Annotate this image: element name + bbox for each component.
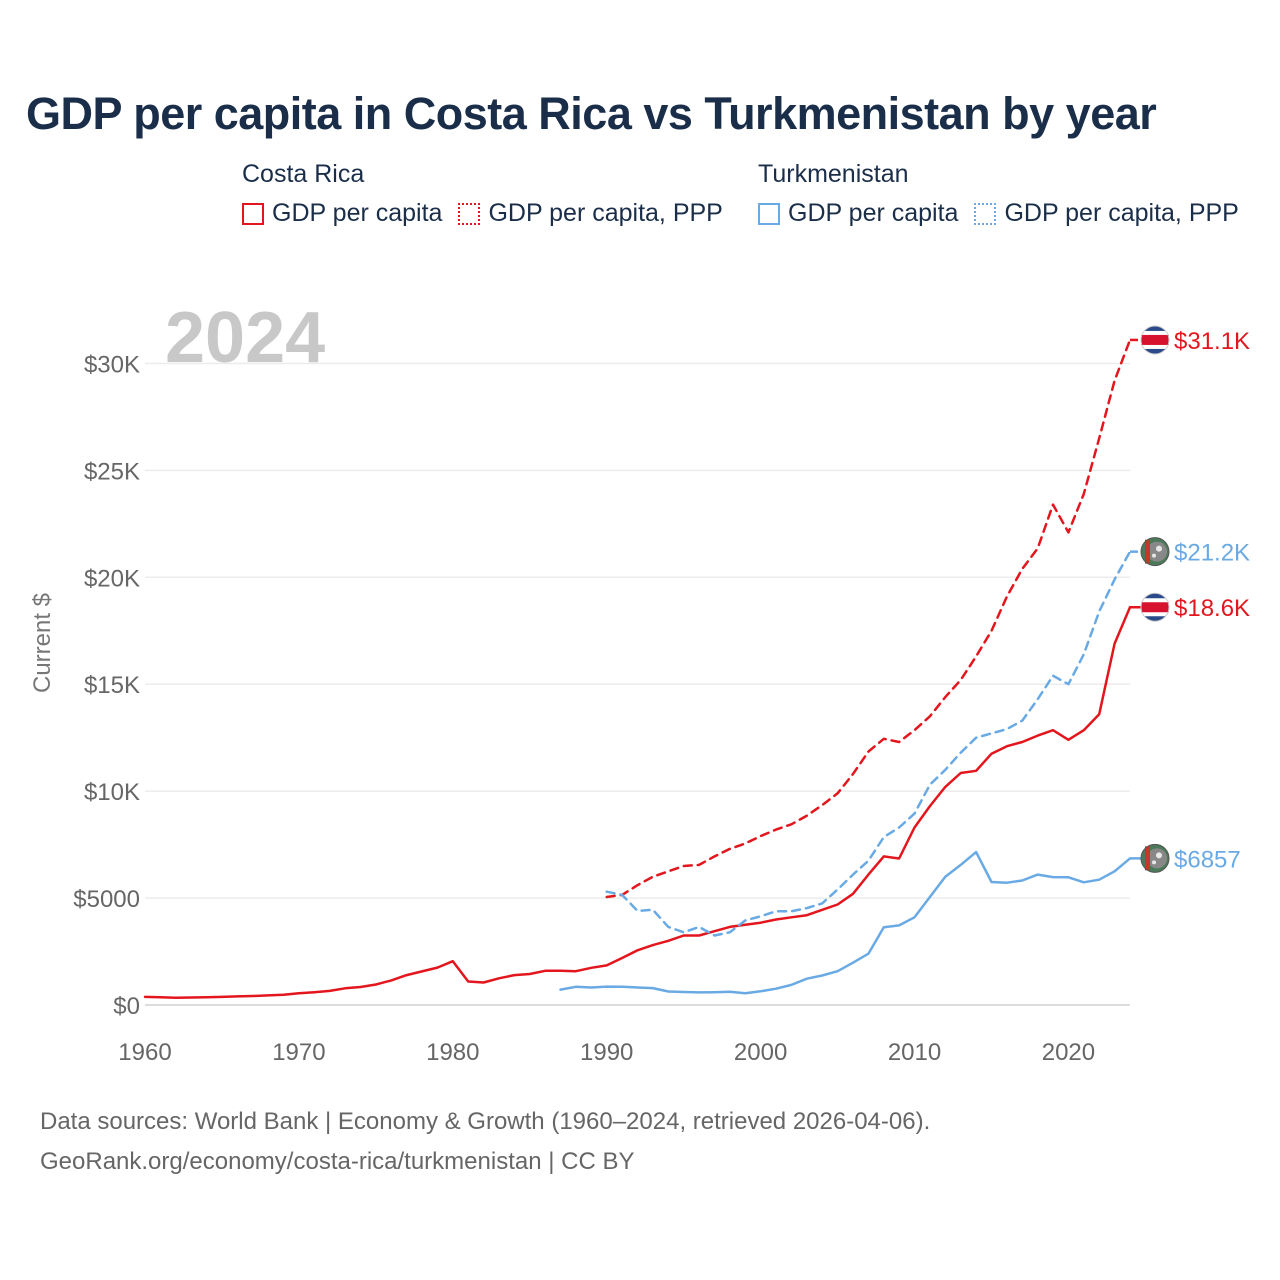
series-layer: [143, 338, 1141, 999]
end-value-label: $6857: [1174, 846, 1241, 873]
y-axis-label: Current $: [29, 593, 56, 693]
x-tick-label: 2000: [734, 1039, 787, 1066]
legend-item-costa-rica-gdp-ppp[interactable]: GDP per capita, PPP: [458, 199, 723, 228]
legend-item-turkmenistan-gdp[interactable]: GDP per capita: [758, 199, 958, 228]
legend-label: GDP per capita: [272, 199, 443, 227]
legend-group-title: Costa Rica: [242, 160, 365, 188]
legend-swatch-solid-red: [242, 202, 264, 225]
y-tick-label: $20K: [84, 565, 140, 592]
x-tick-label: 1980: [426, 1039, 479, 1066]
legend-item-costa-rica-gdp[interactable]: GDP per capita: [242, 199, 442, 228]
series-line-costa-rica-nominal: [143, 605, 1132, 999]
year-badge: 2024: [165, 298, 325, 378]
y-tick-label: $15K: [84, 672, 140, 699]
end-value-label: $18.6K: [1174, 595, 1250, 622]
x-tick-label: 1970: [272, 1039, 325, 1066]
costa-rica-flag-icon: [1140, 592, 1170, 622]
series-line-turkmenistan-nominal: [559, 850, 1132, 995]
end-value-label: $31.1K: [1174, 328, 1250, 355]
y-tick-label: $0: [113, 993, 140, 1020]
footer-sources: Data sources: World Bank | Economy & Gro…: [40, 1108, 931, 1135]
legend-label: GDP per capita: [788, 199, 959, 227]
x-tick-label: 1960: [118, 1039, 171, 1066]
chart-plot: $0 $5000 $10K $15K $20K $25K $30K 1960 1970 1980 1…: [29, 298, 1250, 1066]
series-line-turkmenistan-ppp: [605, 550, 1132, 937]
legend-swatch-solid-blue: [758, 202, 780, 225]
end-value-label: $21.2K: [1174, 540, 1250, 567]
legend-swatch-dotted-red: [458, 202, 481, 225]
x-tick-label: 2010: [888, 1039, 941, 1066]
legend-group-costa-rica: Costa Rica GDP per capita GDP per capita…: [242, 160, 739, 228]
grid-layer: $0 $5000 $10K $15K $20K $25K $30K 1960 1970 1980 1…: [73, 351, 1130, 1066]
y-tick-label: $25K: [84, 458, 140, 485]
series-line-costa-rica-ppp: [605, 338, 1132, 899]
legend-item-turkmenistan-gdp-ppp[interactable]: GDP per capita, PPP: [974, 199, 1239, 228]
turkmenistan-flag-icon: [1140, 537, 1170, 567]
costa-rica-flag-icon: [1140, 325, 1170, 355]
footer-attribution[interactable]: GeoRank.org/economy/costa-rica/turkmenis…: [40, 1148, 635, 1175]
y-tick-label: $30K: [84, 351, 140, 378]
legend-group-title: Turkmenistan: [758, 160, 909, 188]
marker-layer: $18.6K $31.1K $6857 $21.2K: [1140, 325, 1250, 873]
x-tick-label: 1990: [580, 1039, 633, 1066]
y-tick-label: $5000: [73, 886, 140, 913]
legend-label: GDP per capita, PPP: [488, 199, 723, 227]
turkmenistan-flag-icon: [1140, 843, 1170, 873]
legend-swatch-dotted-blue: [974, 202, 997, 225]
chart-title: GDP per capita in Costa Rica vs Turkmeni…: [26, 88, 1157, 139]
legend-group-turkmenistan: Turkmenistan GDP per capita GDP per capi…: [758, 160, 1255, 228]
x-tick-label: 2020: [1042, 1039, 1095, 1066]
y-tick-label: $10K: [84, 779, 140, 806]
legend-label: GDP per capita, PPP: [1004, 199, 1239, 227]
